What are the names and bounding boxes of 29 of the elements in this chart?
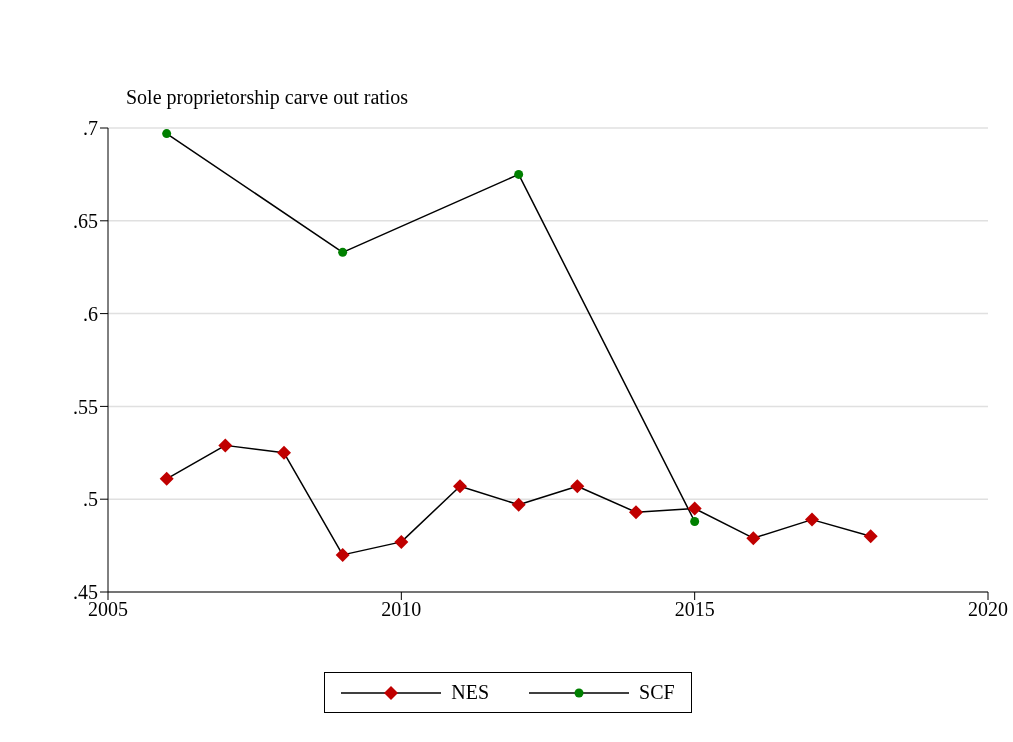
x-tick-label: 2010 (381, 598, 422, 621)
point (687, 501, 702, 516)
point (338, 247, 348, 257)
x-tick-label: 2015 (674, 598, 715, 621)
point (335, 547, 350, 562)
y-tick-label: .5 (83, 488, 98, 511)
y-tick-label: .7 (83, 117, 98, 140)
point (277, 445, 291, 460)
x-tick-label: 2005 (88, 598, 128, 621)
point (863, 529, 878, 544)
point (453, 479, 467, 494)
x-tick-label: 2020 (968, 598, 1008, 621)
legend-label: SCF (639, 681, 675, 704)
legend-label: NES (451, 681, 490, 704)
y-tick-label: .6 (83, 302, 98, 325)
point (218, 438, 233, 453)
point (162, 129, 172, 139)
point (629, 505, 643, 520)
point (394, 534, 409, 549)
chart-title: Sole proprietorship carve out ratios (126, 86, 409, 109)
y-tick-label: .55 (73, 395, 98, 418)
point (690, 516, 700, 526)
y-tick-label: .65 (73, 209, 98, 232)
point (511, 497, 526, 512)
point (746, 531, 761, 546)
point (805, 512, 819, 527)
point (159, 471, 174, 486)
point (570, 479, 585, 494)
point (514, 169, 524, 179)
